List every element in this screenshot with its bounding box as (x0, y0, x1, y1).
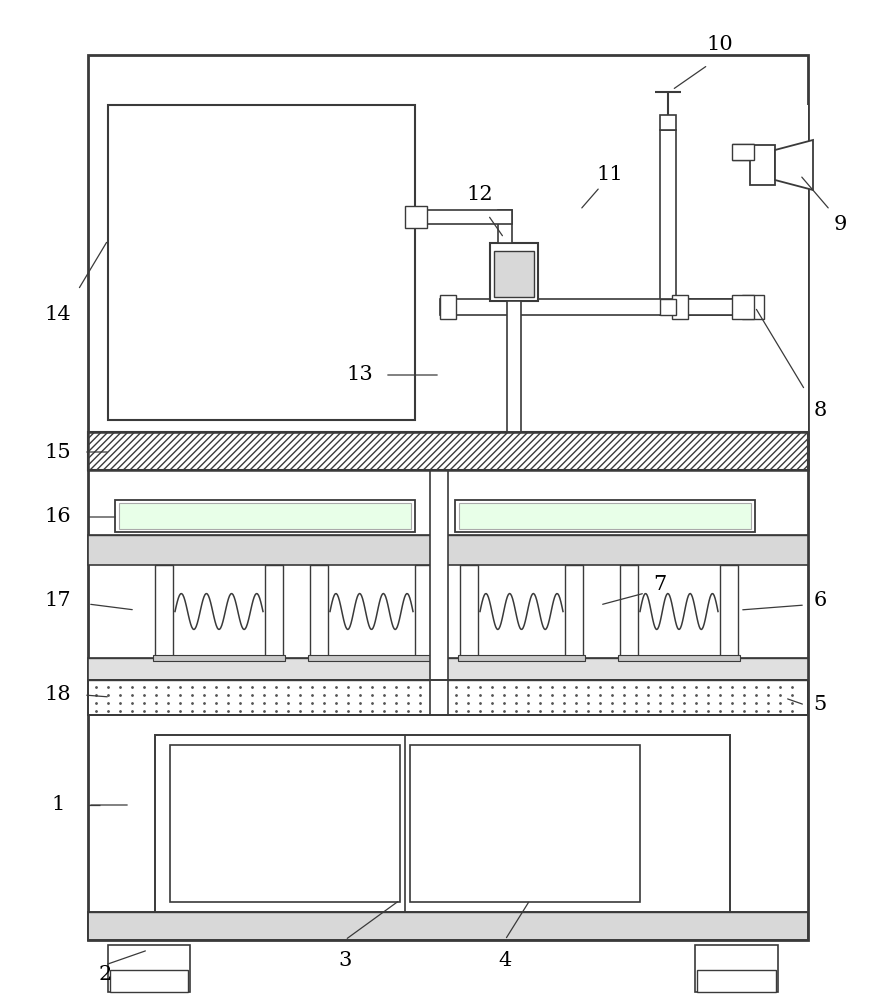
Bar (660, 299, 676, 315)
Bar (732, 144, 754, 160)
Text: 6: 6 (813, 590, 826, 609)
Bar (750, 145, 775, 185)
Bar (405, 206, 427, 228)
Text: 5: 5 (813, 696, 826, 714)
Bar (440, 299, 690, 315)
Bar (415, 565, 433, 658)
Bar (440, 295, 456, 319)
Bar (672, 295, 688, 319)
Bar (490, 243, 538, 301)
Bar (88, 432, 808, 470)
Bar (732, 295, 754, 319)
Bar (88, 432, 808, 470)
Bar (88, 680, 808, 715)
Text: 18: 18 (45, 686, 72, 704)
Bar (155, 565, 173, 658)
Bar (88, 658, 808, 680)
Text: 11: 11 (597, 165, 623, 184)
Text: 16: 16 (45, 508, 72, 526)
Text: 8: 8 (813, 400, 826, 420)
Bar (620, 565, 638, 658)
Text: 13: 13 (347, 365, 374, 384)
Bar (618, 655, 740, 661)
Bar (660, 130, 676, 315)
Bar (110, 970, 188, 992)
Bar (108, 945, 190, 992)
Bar (88, 912, 808, 940)
Bar (720, 565, 738, 658)
Bar (448, 105, 808, 432)
Text: 14: 14 (45, 306, 72, 324)
Bar (310, 565, 328, 658)
Bar (430, 470, 448, 715)
Bar (459, 503, 751, 529)
Text: 17: 17 (45, 590, 72, 609)
Bar (660, 115, 676, 130)
Bar (119, 503, 411, 529)
Text: 9: 9 (834, 216, 847, 234)
Text: 3: 3 (338, 950, 351, 970)
Bar (460, 565, 478, 658)
Bar (88, 55, 808, 940)
Text: 10: 10 (706, 35, 734, 54)
Text: 12: 12 (467, 186, 494, 205)
Text: 7: 7 (653, 576, 667, 594)
Bar (88, 680, 808, 715)
Text: 15: 15 (45, 442, 72, 462)
Text: 4: 4 (498, 950, 511, 970)
Bar (155, 735, 730, 912)
Bar (410, 210, 512, 224)
Bar (695, 945, 778, 992)
Bar (153, 655, 285, 661)
Bar (565, 565, 583, 658)
Bar (455, 500, 755, 532)
Bar (108, 105, 415, 420)
Text: 1: 1 (51, 796, 64, 814)
Bar (265, 565, 283, 658)
Bar (410, 745, 640, 902)
Bar (742, 295, 764, 319)
Bar (697, 970, 776, 992)
Bar (170, 745, 400, 902)
Bar (115, 500, 415, 532)
Bar (308, 655, 435, 661)
Bar (676, 299, 750, 315)
Bar (688, 299, 760, 315)
Bar (507, 301, 521, 432)
Text: 2: 2 (98, 966, 111, 984)
Bar (494, 251, 534, 297)
Polygon shape (775, 140, 813, 190)
Bar (88, 535, 808, 565)
Bar (458, 655, 585, 661)
Bar (498, 210, 512, 243)
